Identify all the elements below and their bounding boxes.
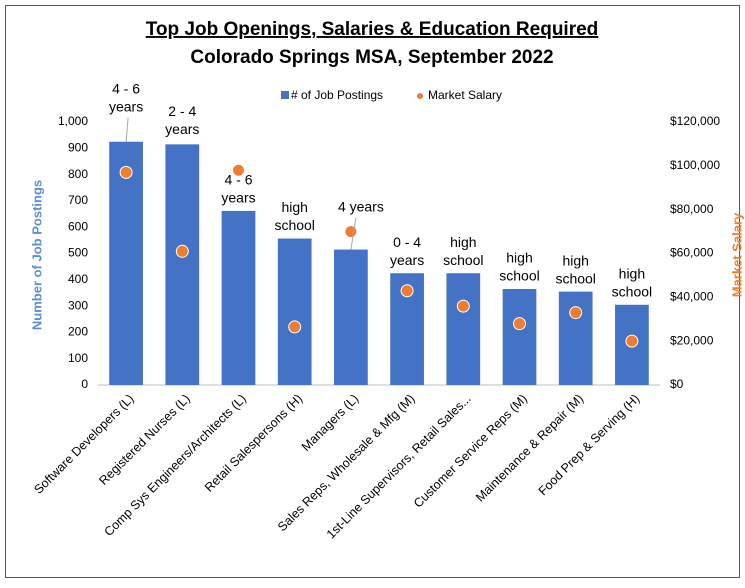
- y-tick-label: 300: [68, 298, 88, 312]
- y-tick-label: 600: [68, 219, 88, 233]
- education-label: 2 - 4: [168, 103, 196, 119]
- legend-swatch: [281, 91, 289, 99]
- education-label: years: [390, 252, 424, 268]
- salary-dot: [625, 334, 639, 348]
- education-label: years: [109, 98, 143, 114]
- salary-dot: [175, 244, 189, 258]
- salary-dot: [569, 306, 583, 320]
- salary-dot: [513, 317, 526, 331]
- y-tick-label: 400: [68, 272, 88, 286]
- y-tick-label: 200: [68, 325, 88, 339]
- education-label: 4 - 6: [112, 80, 140, 96]
- y2-axis-label: Market Salary: [729, 212, 744, 297]
- bar: [334, 249, 368, 385]
- education-label: school: [612, 283, 652, 299]
- y2-tick-label: $100,000: [670, 158, 720, 172]
- y2-tick-label: $40,000: [670, 290, 714, 304]
- bar: [277, 238, 312, 385]
- education-label: 0 - 4: [393, 234, 421, 250]
- education-label: years: [221, 190, 255, 206]
- education-label: high: [562, 252, 588, 268]
- salary-dot: [119, 165, 133, 179]
- y-tick-label: 100: [68, 351, 88, 365]
- y-tick-label: 500: [68, 246, 88, 260]
- chart-subtitle: Colorado Springs MSA, September 2022: [190, 47, 553, 68]
- y-axis-label: Number of Job Postings: [29, 180, 44, 330]
- education-label: school: [443, 252, 483, 268]
- bar: [165, 144, 200, 385]
- legend-swatch: [417, 93, 423, 99]
- y-tick-label: 900: [68, 140, 88, 154]
- y-tick-label: 0: [81, 377, 88, 391]
- y-tick-label: 1,000: [58, 114, 88, 128]
- y-tick-label: 800: [68, 167, 88, 181]
- education-label: school: [274, 217, 314, 233]
- bar: [502, 289, 537, 385]
- education-label: high: [506, 250, 532, 266]
- education-label: 4 years: [338, 198, 384, 214]
- education-label: high: [619, 265, 645, 281]
- chart-title: Top Job Openings, Salaries & Education R…: [146, 19, 599, 40]
- leader-line: [125, 117, 129, 142]
- y-tick-label: 700: [68, 193, 88, 207]
- education-label: high: [281, 199, 307, 215]
- legend-label: # of Job Postings: [291, 88, 383, 102]
- bar: [109, 141, 143, 385]
- y2-tick-label: $60,000: [670, 246, 714, 260]
- salary-dot: [344, 225, 358, 239]
- leader-line: [350, 217, 357, 250]
- y2-tick-label: $120,000: [670, 114, 720, 128]
- education-label: 4 - 6: [224, 172, 252, 188]
- education-label: school: [555, 270, 595, 286]
- legend-label: Market Salary: [428, 88, 502, 102]
- y2-tick-label: $20,000: [670, 333, 714, 347]
- bar: [558, 291, 593, 385]
- education-label: high: [450, 234, 476, 250]
- y2-tick-label: $80,000: [670, 202, 714, 216]
- bar: [221, 210, 256, 385]
- salary-dot: [288, 320, 302, 334]
- bar: [446, 273, 481, 385]
- salary-dot: [232, 163, 245, 177]
- salary-dot: [400, 284, 414, 298]
- salary-dot: [456, 299, 470, 313]
- y2-tick-label: $0: [670, 377, 684, 391]
- education-label: school: [499, 268, 539, 284]
- education-label: years: [165, 121, 199, 137]
